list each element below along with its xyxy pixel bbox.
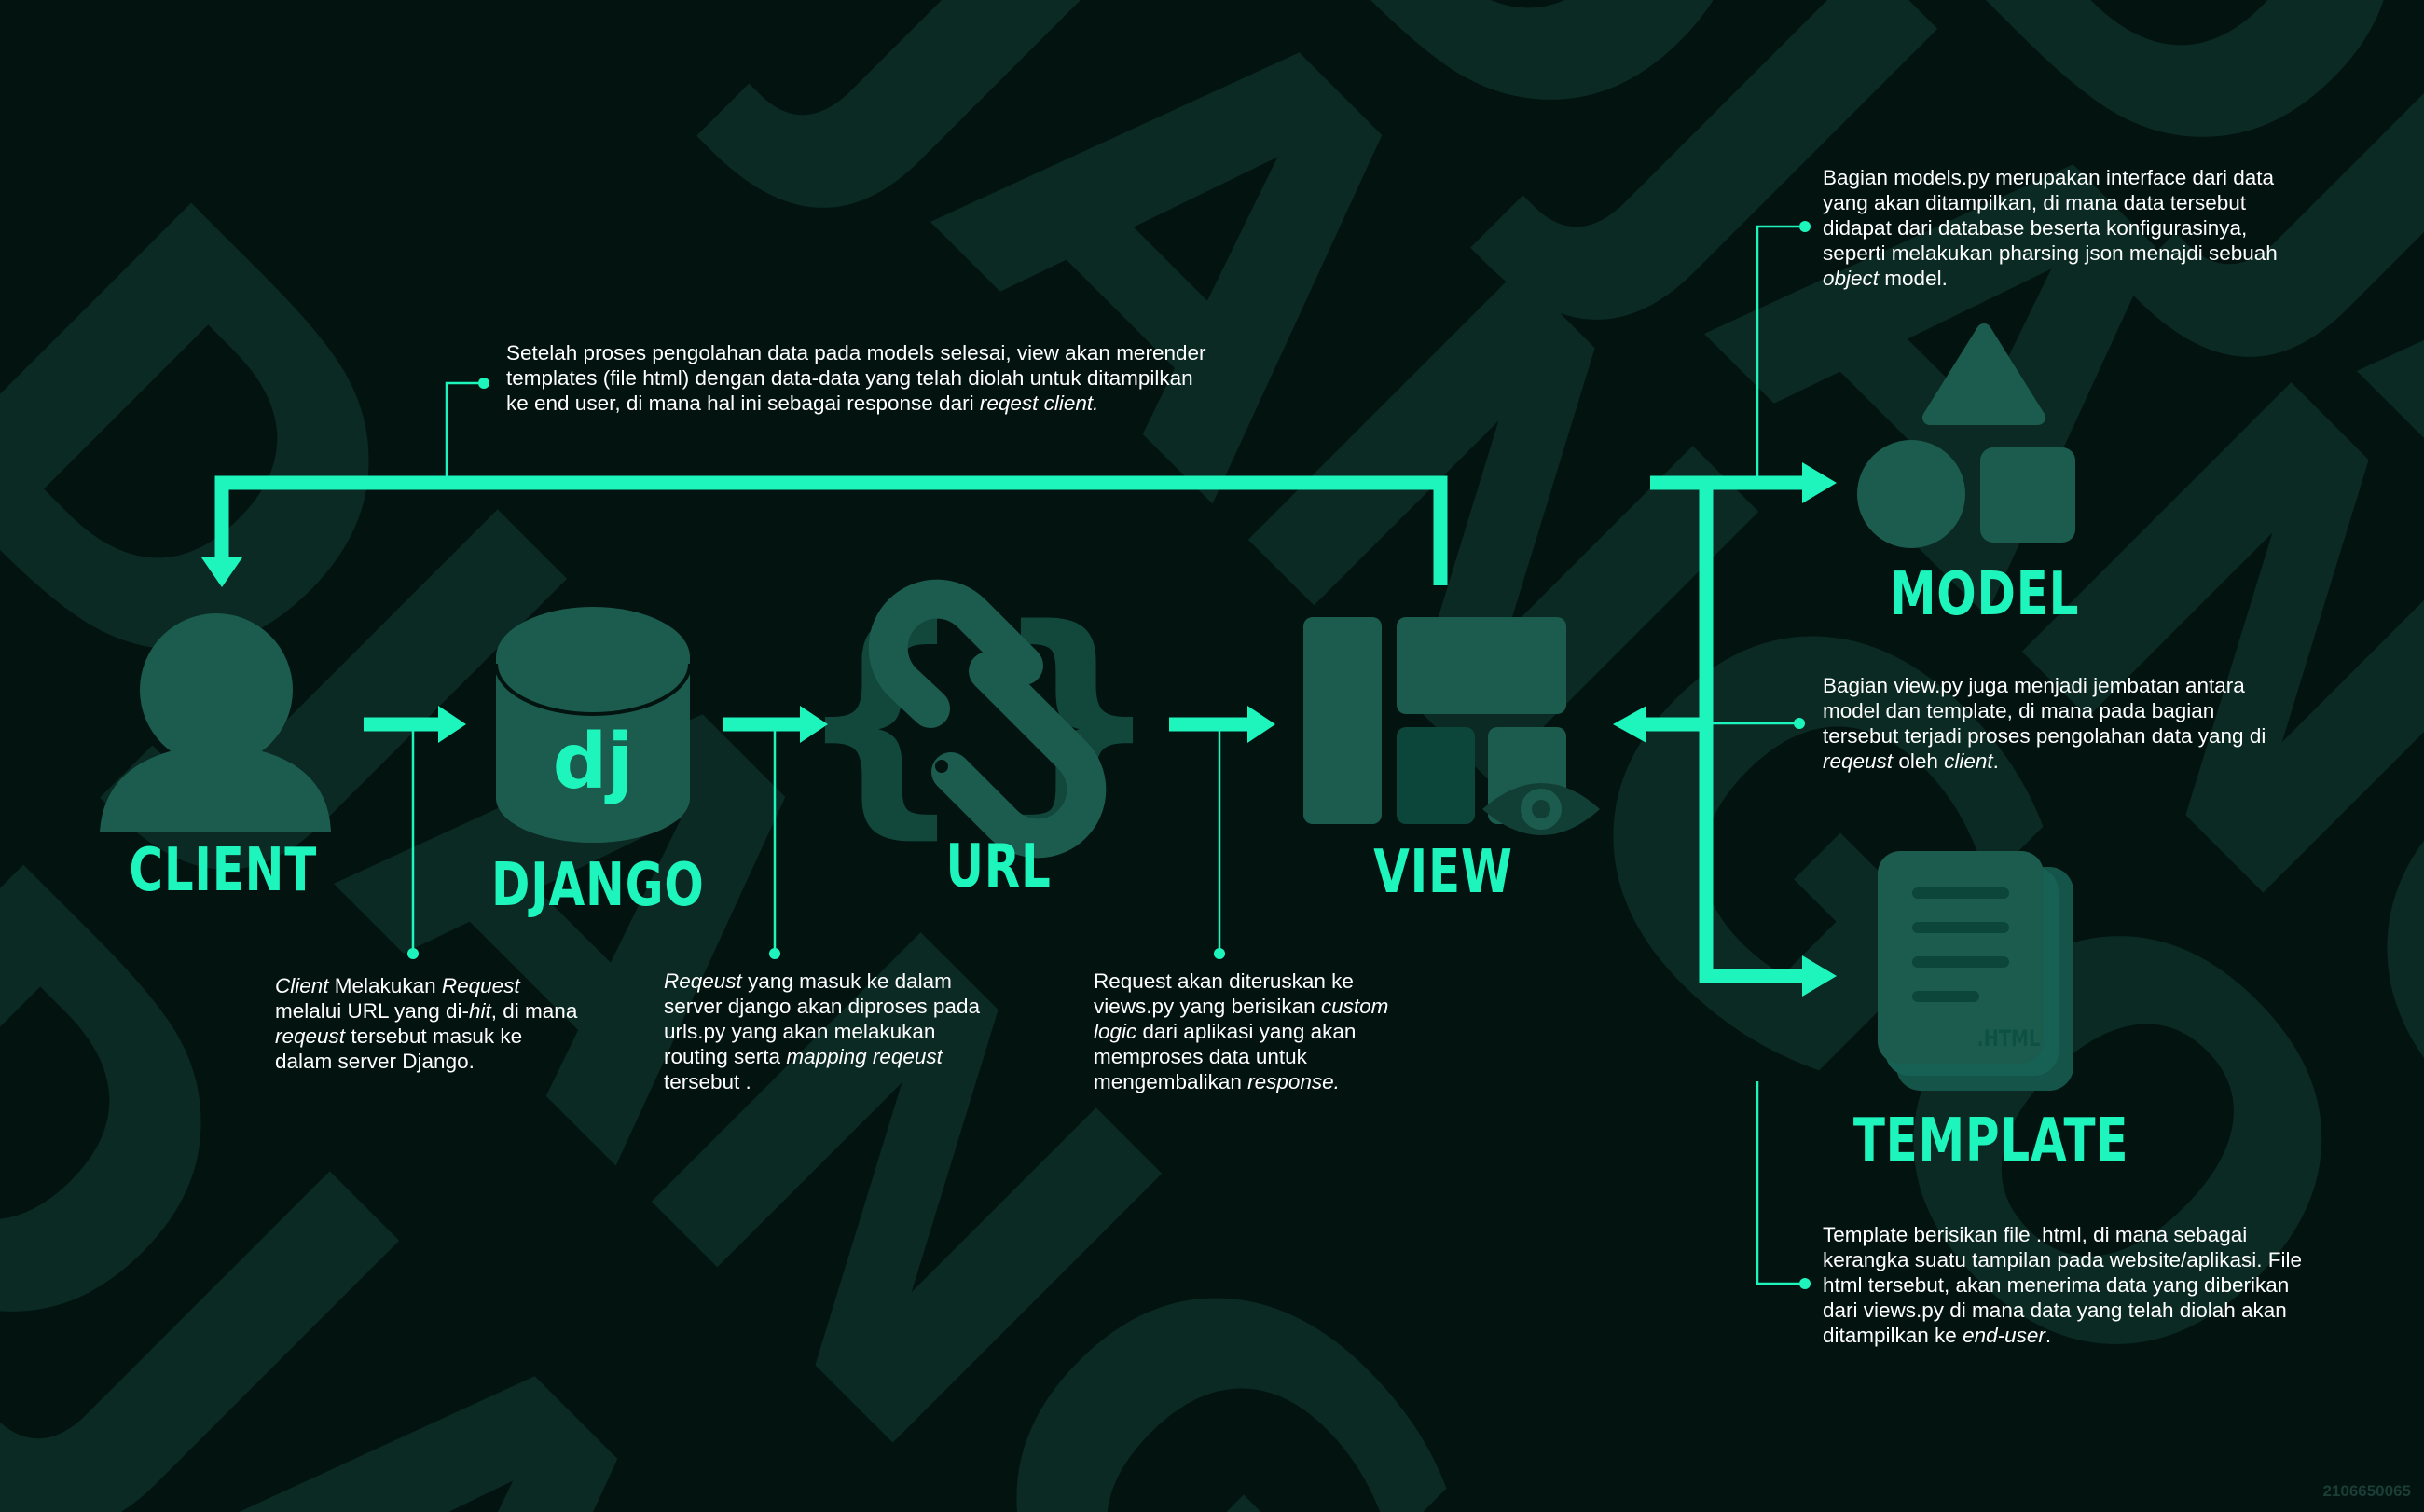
document-icon [1878,851,2073,1091]
django-label: DJANGO [491,851,705,920]
template-label: TEMPLATE [1852,1107,2129,1175]
arrow-heads [201,462,1837,997]
arrow-view-to-client [214,475,1448,585]
model-note: Bagian models.py merupakan interface dar… [1823,166,2278,290]
annotation-dots [407,221,1811,1289]
url-note: Request akan diteruskan ke views.py yang… [1094,969,1389,1093]
django-note: Reqeust yang masuk ke dalam server djang… [664,969,980,1093]
client-label: CLIENT [129,836,318,905]
link-braces-icon: { } [794,578,1163,859]
layout-eye-icon [1303,617,1600,835]
django-logo-text: dj [553,718,634,806]
user-icon [100,613,331,832]
url-label: URL [945,832,1052,901]
top-note: Setelah proses pengolahan data pada mode… [506,341,1206,415]
database-icon: dj [494,607,692,843]
shapes-icon [1857,323,2075,548]
view-label: VIEW [1373,838,1513,907]
html-file-extension: .HTML [1976,1025,2041,1052]
model-label: MODEL [1889,560,2080,629]
annotation-leaders [411,225,1805,1285]
template-note: Template berisikan file .html, di mana s… [1823,1223,2303,1347]
view-note: Bagian view.py juga menjadi jembatan ant… [1823,674,2266,773]
client-note: Client Melakukan Request melalui URL yan… [275,974,578,1073]
flow-arrows [214,475,1804,983]
image-code: 2106650065 [2322,1482,2411,1500]
